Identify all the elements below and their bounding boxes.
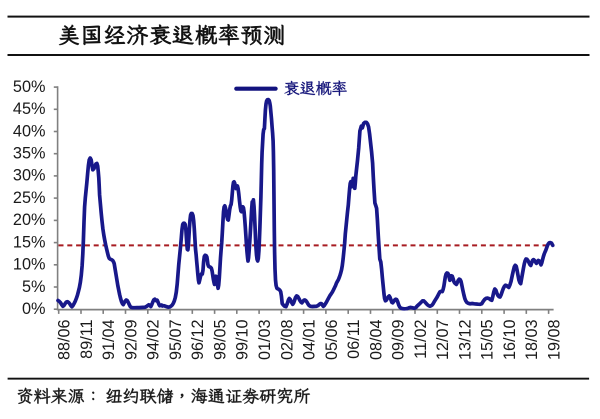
- svg-text:40%: 40%: [13, 122, 46, 140]
- svg-text:35%: 35%: [13, 145, 46, 163]
- svg-text:96/12: 96/12: [189, 320, 207, 361]
- svg-text:92/09: 92/09: [122, 320, 140, 361]
- svg-text:0%: 0%: [22, 300, 46, 318]
- svg-text:89/11: 89/11: [78, 320, 96, 359]
- svg-text:19/08: 19/08: [546, 320, 564, 361]
- svg-text:04/01: 04/01: [301, 320, 319, 361]
- svg-text:06/11: 06/11: [345, 320, 363, 359]
- svg-text:11/02: 11/02: [412, 320, 430, 359]
- svg-text:12/07: 12/07: [434, 320, 452, 361]
- svg-text:98/05: 98/05: [212, 320, 230, 361]
- svg-text:25%: 25%: [13, 189, 46, 207]
- svg-text:45%: 45%: [13, 100, 46, 118]
- svg-text:5%: 5%: [22, 278, 46, 296]
- svg-text:01/03: 01/03: [256, 320, 274, 361]
- svg-text:30%: 30%: [13, 167, 46, 185]
- svg-text:20%: 20%: [13, 211, 46, 229]
- svg-text:16/10: 16/10: [501, 320, 519, 361]
- svg-text:99/10: 99/10: [234, 320, 252, 361]
- svg-text:05/06: 05/06: [323, 320, 341, 361]
- svg-text:94/02: 94/02: [145, 320, 163, 361]
- svg-text:08/04: 08/04: [367, 320, 385, 361]
- svg-text:88/06: 88/06: [56, 320, 74, 361]
- svg-text:18/03: 18/03: [523, 320, 541, 361]
- svg-text:50%: 50%: [13, 78, 46, 96]
- svg-text:15%: 15%: [13, 233, 46, 251]
- svg-text:91/04: 91/04: [100, 320, 118, 361]
- svg-text:13/12: 13/12: [456, 320, 474, 361]
- svg-text:10%: 10%: [13, 256, 46, 274]
- svg-text:02/08: 02/08: [278, 320, 296, 361]
- svg-text:95/07: 95/07: [167, 320, 185, 361]
- svg-text:09/09: 09/09: [390, 320, 408, 361]
- svg-text:15/05: 15/05: [479, 320, 497, 361]
